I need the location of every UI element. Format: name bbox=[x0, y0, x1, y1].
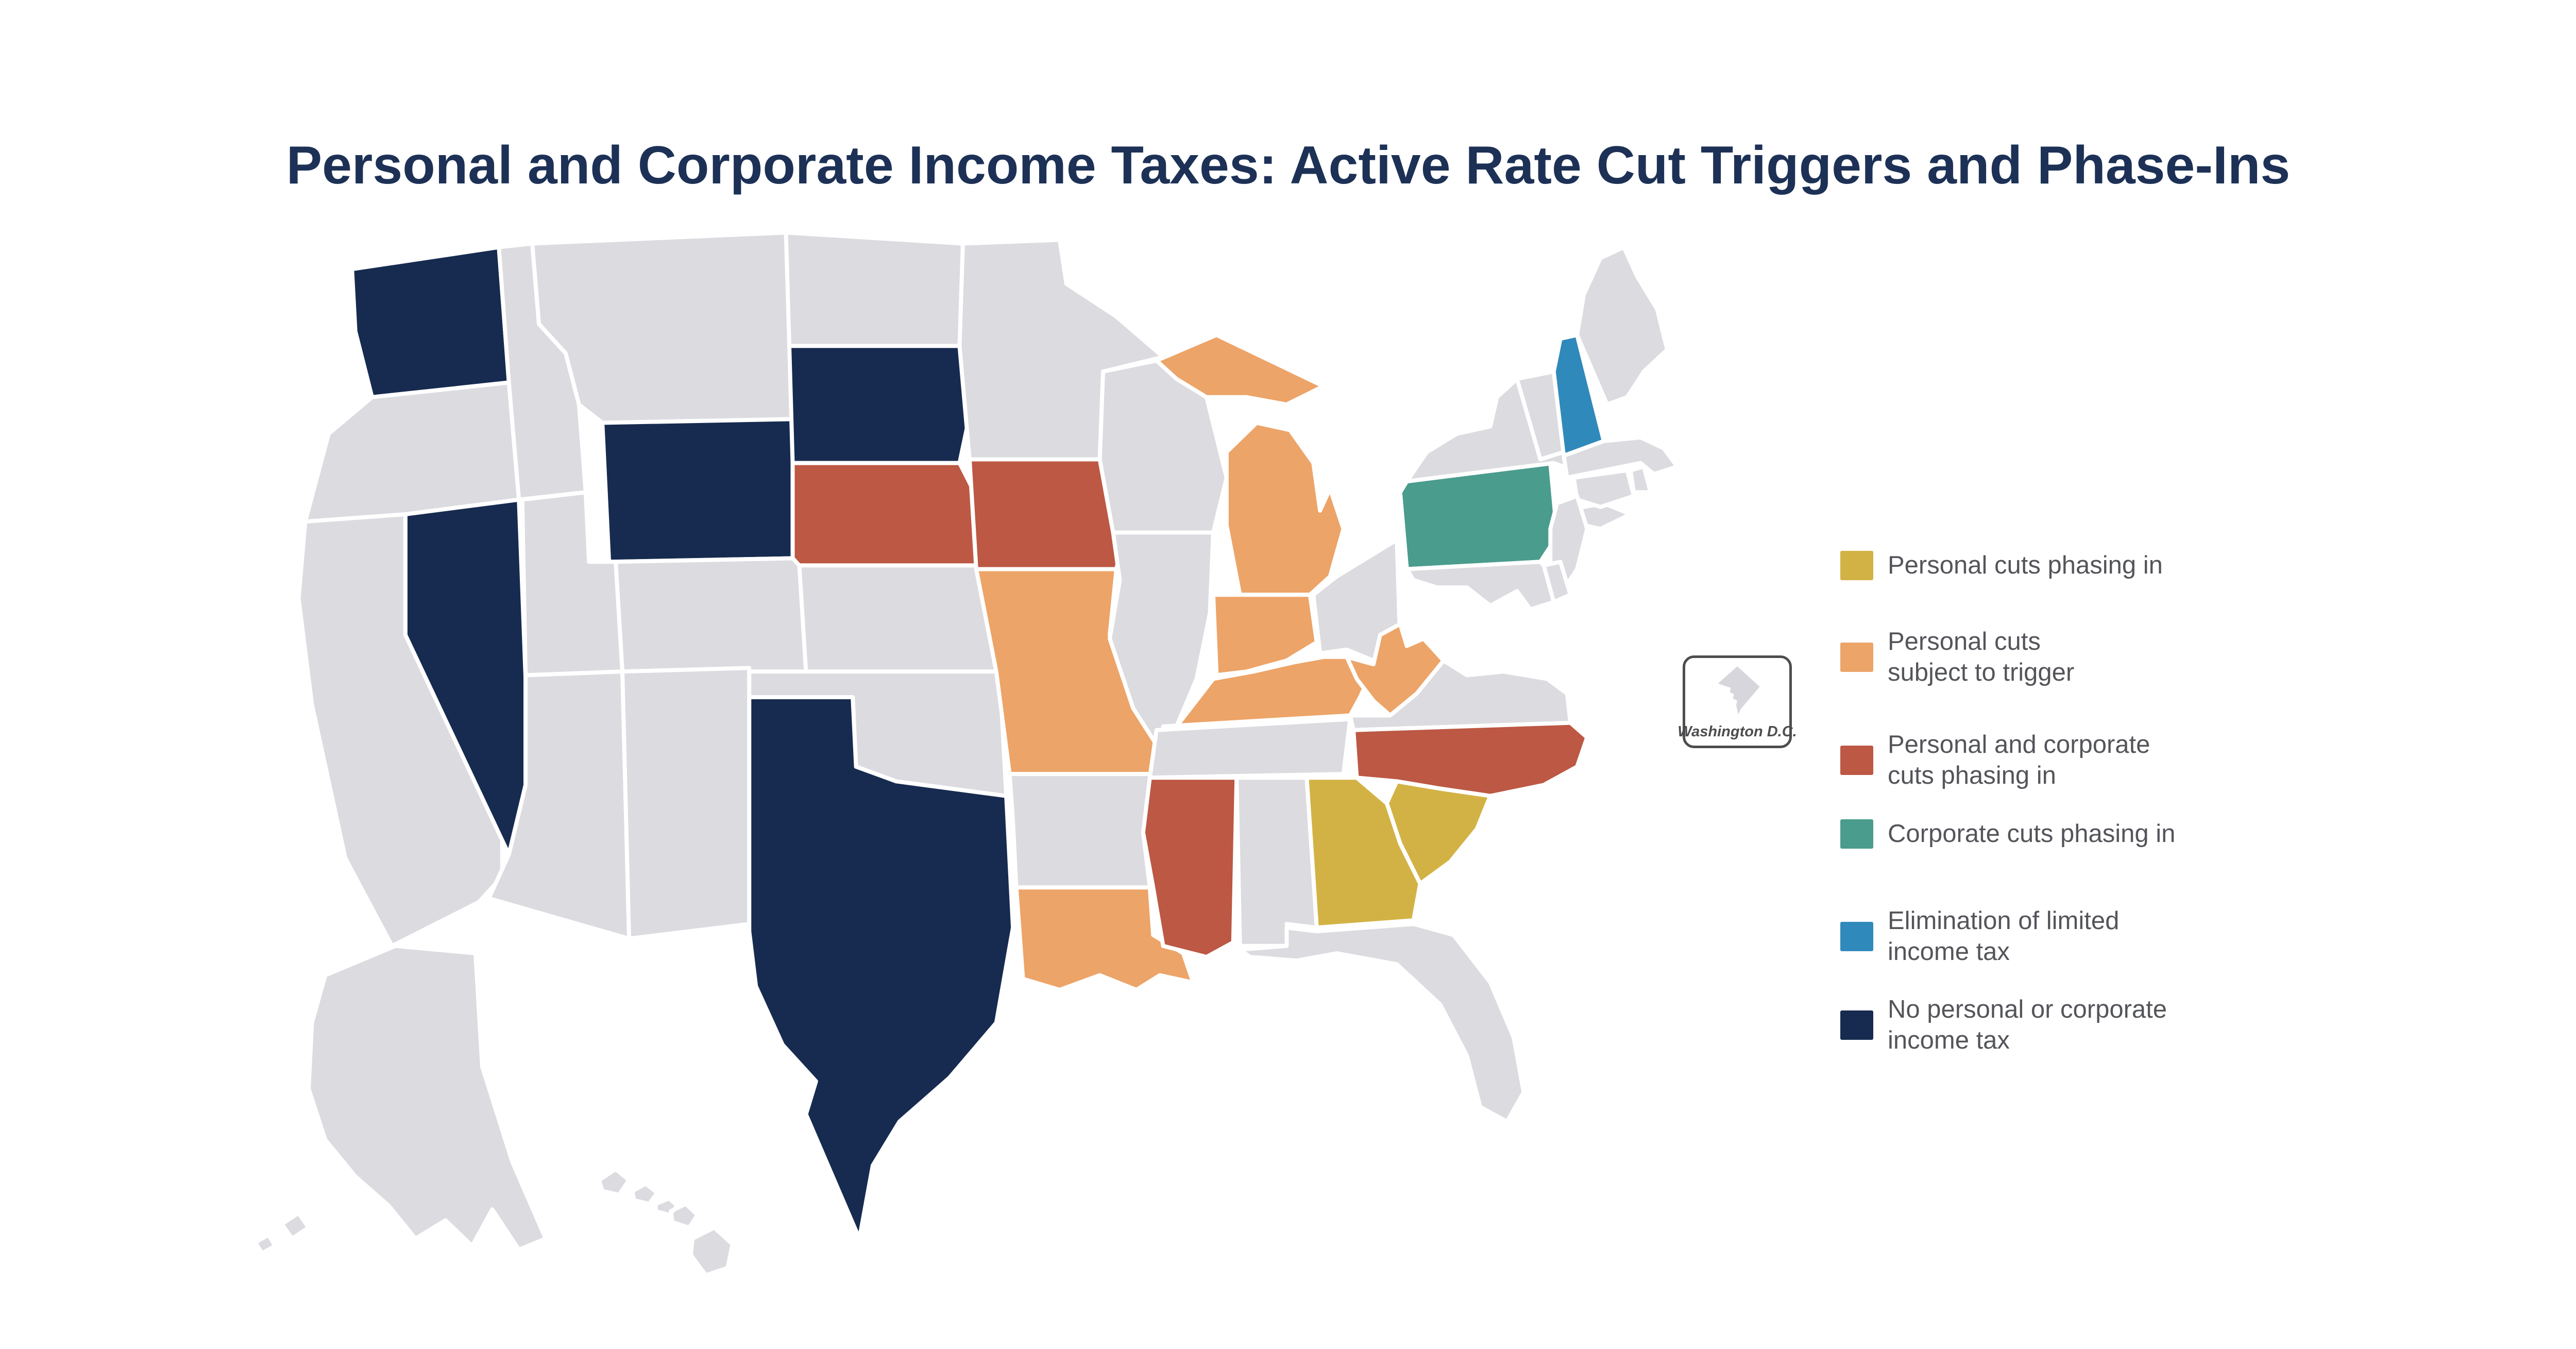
state-georgia bbox=[1307, 778, 1420, 928]
legend-swatch-elimination bbox=[1840, 922, 1873, 952]
legend-swatch-personal-corporate-phasing bbox=[1840, 746, 1873, 775]
state-colorado bbox=[616, 558, 806, 671]
state-tennessee bbox=[1150, 719, 1350, 778]
state-alaska bbox=[255, 946, 546, 1253]
state-texas bbox=[749, 697, 1013, 1239]
legend-label-no-tax: No personal or corporate income tax bbox=[1888, 996, 2167, 1054]
state-mississippi bbox=[1143, 778, 1236, 957]
map-legend: Personal cuts phasing in Personal cuts s… bbox=[1840, 550, 2407, 1066]
state-louisiana bbox=[1016, 887, 1193, 990]
state-north-dakota bbox=[786, 232, 963, 346]
state-iowa bbox=[970, 460, 1123, 569]
legend-item-corporate-phasing: Corporate cuts phasing in bbox=[1840, 819, 2175, 850]
state-nebraska bbox=[793, 463, 996, 566]
state-indiana bbox=[1213, 595, 1317, 675]
legend-item-no-tax: No personal or corporate income tax bbox=[1840, 994, 2167, 1056]
state-south-dakota bbox=[789, 346, 970, 463]
state-maryland bbox=[1407, 562, 1554, 609]
legend-item-personal-corporate-phasing: Personal and corporate cuts phasing in bbox=[1840, 730, 2150, 791]
state-hawaii bbox=[599, 1169, 733, 1275]
state-arkansas bbox=[1010, 774, 1157, 887]
legend-label-personal-trigger: Personal cuts subject to trigger bbox=[1888, 628, 2075, 686]
legend-item-personal-trigger: Personal cuts subject to trigger bbox=[1840, 627, 2074, 688]
legend-label-elimination: Elimination of limited income tax bbox=[1888, 907, 2120, 966]
legend-item-personal-phasing: Personal cuts phasing in bbox=[1840, 550, 2163, 581]
state-oregon bbox=[306, 382, 519, 521]
state-washington bbox=[352, 247, 509, 397]
us-map-svg bbox=[232, 222, 1834, 1319]
legend-label-personal-corporate-phasing: Personal and corporate cuts phasing in bbox=[1888, 731, 2150, 789]
state-wyoming bbox=[602, 419, 799, 562]
legend-item-elimination: Elimination of limited income tax bbox=[1840, 906, 2119, 968]
legend-label-corporate-phasing: Corporate cuts phasing in bbox=[1888, 820, 2176, 848]
legend-swatch-personal-phasing bbox=[1840, 551, 1873, 581]
washington-dc-shape-icon bbox=[1718, 666, 1760, 715]
washington-dc-inset: Washington D.C. bbox=[1677, 655, 1797, 748]
state-new-mexico bbox=[622, 668, 749, 938]
states-layer bbox=[255, 232, 1677, 1275]
washington-dc-label: Washington D.C. bbox=[1677, 723, 1797, 740]
state-alabama bbox=[1236, 778, 1317, 946]
state-kansas bbox=[799, 565, 1003, 671]
page-title: Personal and Corporate Income Taxes: Act… bbox=[286, 136, 2291, 195]
state-michigan bbox=[1157, 335, 1344, 595]
legend-swatch-corporate-phasing bbox=[1840, 819, 1873, 849]
state-maine bbox=[1577, 247, 1667, 404]
legend-swatch-no-tax bbox=[1840, 1010, 1873, 1040]
us-choropleth-map bbox=[232, 222, 1834, 1319]
state-florida bbox=[1240, 924, 1524, 1121]
legend-swatch-personal-trigger bbox=[1840, 643, 1873, 672]
state-north-carolina bbox=[1353, 723, 1587, 796]
state-new-hampshire bbox=[1554, 335, 1604, 456]
state-connecticut bbox=[1574, 470, 1634, 507]
legend-label-personal-phasing: Personal cuts phasing in bbox=[1888, 551, 2163, 579]
state-west-virginia bbox=[1347, 624, 1444, 716]
